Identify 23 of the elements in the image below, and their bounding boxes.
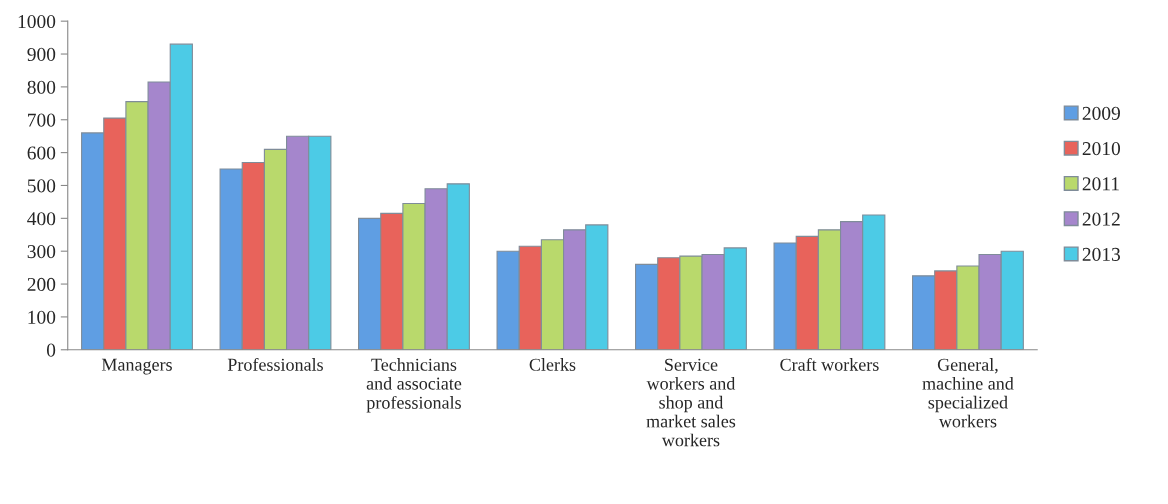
y-tick-label: 200 (27, 277, 56, 291)
x-tick-label: Managers (101, 358, 172, 375)
y-tick-label: 300 (27, 245, 56, 259)
legend-label: 2013 (1082, 247, 1121, 261)
x-tick-label: General, machine and specialized workers (922, 358, 1014, 428)
legend-label: 2010 (1082, 142, 1121, 156)
y-tick-label: 1000 (18, 14, 56, 29)
y-tick-label: 100 (28, 310, 56, 324)
y-tick-label: 800 (27, 80, 56, 94)
y-tick-label: 400 (27, 212, 56, 226)
x-tick-label: Professionals (227, 357, 323, 371)
y-tick-label: 900 (27, 47, 56, 61)
y-tick-label: 700 (28, 113, 56, 127)
y-tick-label: 500 (27, 179, 56, 193)
legend-label: 2009 (1082, 106, 1120, 120)
x-tick-label: Craft workers (780, 357, 879, 371)
x-tick-label: Service workers and shop and market sales workers (646, 358, 736, 447)
y-tick-label: 600 (27, 146, 56, 160)
x-tick-label: Clerks (529, 358, 576, 371)
y-tick-label: 0 (46, 343, 56, 357)
x-tick-label: Technicians and associate professionals (366, 358, 462, 413)
legend-label: 2011 (1082, 177, 1119, 191)
legend-label: 2012 (1082, 212, 1120, 226)
